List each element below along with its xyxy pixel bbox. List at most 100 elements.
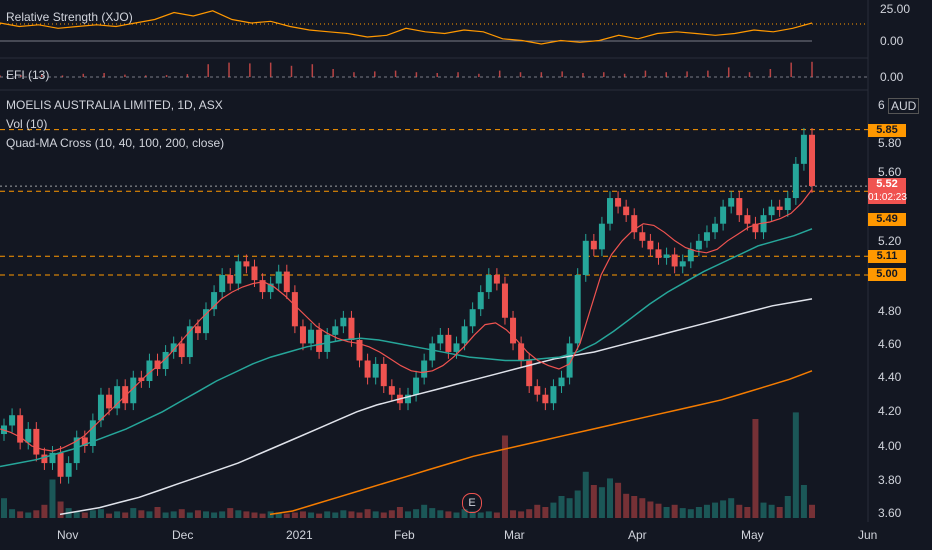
candle-body-61 [493,275,500,284]
earnings-marker[interactable]: E [462,493,482,513]
volume-bar-44 [356,512,363,518]
candle-body-18 [146,360,153,382]
ma-100-line [59,298,813,516]
volume-bar-31 [251,512,258,518]
volume-bar-29 [235,510,242,518]
volume-bar-68 [550,502,557,518]
volume-bar-32 [259,513,266,518]
candle-body-85 [687,249,694,262]
volume-bar-81 [655,503,662,518]
volume-bar-90 [728,498,735,518]
ma-200-line [269,370,813,516]
volume-bar-65 [526,509,533,518]
volume-bar-97 [784,496,791,518]
volume-bar-53 [429,508,436,518]
volume-bar-69 [558,496,565,518]
candle-body-86 [695,240,702,250]
volume-bar-36 [291,512,298,518]
candle-body-55 [445,334,452,352]
volume-bar-41 [332,512,339,518]
candle-body-7 [57,452,64,477]
volume-bar-59 [477,512,484,518]
candle-body-16 [130,377,137,404]
volume-bar-86 [695,507,702,518]
volume-bar-19 [154,507,161,518]
candle-body-1 [9,415,16,426]
currency-badge[interactable]: AUD [888,98,920,114]
candle-body-89 [720,206,727,224]
level-tag-5-00: 5.00 [868,268,906,281]
candle-body-22 [178,343,185,358]
candle-body-2 [17,415,24,443]
volume-bar-49 [396,507,403,518]
volume-bar-92 [744,507,751,518]
candle-body-37 [299,326,306,344]
volume-bar-67 [542,507,549,518]
rs-line [0,10,813,45]
candle-body-48 [388,386,395,395]
x-tick-apr: Apr [628,528,647,542]
candle-body-54 [437,334,444,344]
volume-bar-52 [421,504,428,518]
volume-bar-40 [324,511,331,518]
indicator-volume: Vol (10) [6,117,48,131]
volume-bar-96 [776,507,783,518]
candle-body-71 [574,275,581,344]
candle-body-80 [647,240,654,250]
candle-body-95 [768,206,775,216]
volume-bar-78 [631,496,638,518]
candle-body-66 [534,386,541,395]
candle-body-44 [356,339,363,361]
volume-bar-100 [809,504,815,518]
candle-body-96 [776,206,783,211]
volume-bar-74 [598,487,605,518]
volume-bar-35 [283,513,290,518]
price-tick-4-40: 4.40 [878,370,902,384]
volume-bar-24 [194,510,201,518]
volume-bar-34 [275,512,282,518]
candle-body-34 [275,271,282,284]
volume-bar-87 [703,504,710,518]
candle-body-35 [283,271,290,293]
candle-body-14 [114,386,121,409]
volume-bar-51 [413,509,420,518]
volume-bar-89 [720,500,727,518]
price-tick-6: 6 [878,98,885,112]
candle-body-36 [291,292,298,327]
candle-body-33 [267,283,274,293]
volume-bar-79 [639,498,646,518]
candle-body-90 [728,198,735,207]
volume-bar-55 [445,511,452,518]
volume-bar-58 [469,511,476,518]
level-tag-5-85: 5.85 [868,124,906,137]
rs-panel-label: Relative Strength (XJO) [6,10,133,24]
candle-body-6 [49,452,56,464]
candle-body-21 [170,343,177,352]
volume-bar-77 [623,493,630,518]
volume-bar-27 [219,511,226,518]
volume-bar-42 [340,510,347,518]
candle-body-88 [712,223,719,233]
price-tick-3-60: 3.60 [878,506,902,520]
level-tag-5-11: 5.11 [868,250,906,263]
candle-body-5 [41,454,48,464]
candle-body-3 [25,428,32,443]
candle-body-46 [372,363,379,378]
volume-bar-17 [138,510,145,518]
volume-bar-45 [364,509,371,518]
volume-bar-72 [582,471,589,518]
volume-bar-56 [453,512,460,518]
candle-body-97 [784,198,791,211]
volume-bar-22 [178,509,185,518]
candle-body-67 [542,394,549,404]
candle-body-72 [582,240,589,275]
efi-panel-label: EFI (13) [6,68,50,82]
candle-body-42 [340,317,347,327]
candle-body-38 [308,329,315,344]
candle-body-26 [211,292,218,310]
volume-bar-16 [130,508,137,518]
candle-body-83 [671,254,678,267]
volume-bar-37 [299,511,306,518]
candle-body-45 [364,360,371,378]
